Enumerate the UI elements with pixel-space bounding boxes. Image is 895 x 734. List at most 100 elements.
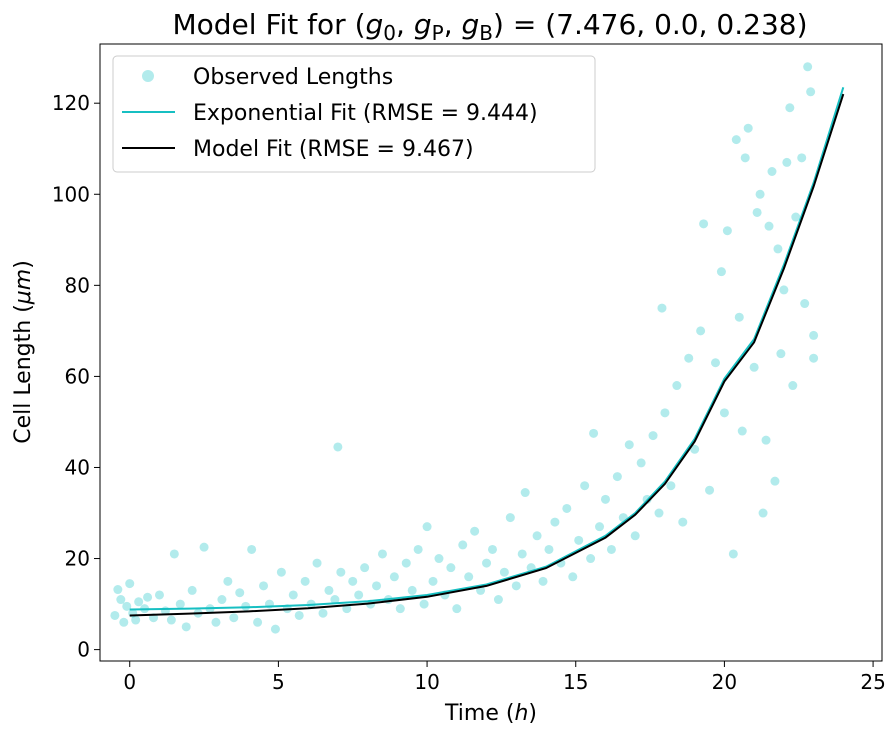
scatter-point	[630, 531, 640, 541]
scatter-point	[580, 481, 590, 491]
scatter-point	[470, 526, 480, 536]
title-gb-sub: B	[479, 21, 493, 45]
scatter-point	[324, 585, 334, 595]
scatter-point	[719, 408, 729, 418]
scatter-point	[348, 576, 358, 586]
scatter-point	[809, 353, 819, 363]
scatter-point	[520, 488, 530, 498]
y-tick-label: 40	[65, 455, 90, 479]
scatter-point	[122, 601, 132, 611]
scatter-point	[538, 576, 548, 586]
scatter-point	[716, 267, 726, 277]
scatter-point	[413, 544, 423, 554]
scatter-point	[389, 572, 399, 582]
scatter-point	[648, 431, 658, 441]
scatter-point	[654, 508, 664, 518]
scatter-point	[743, 123, 753, 133]
scatter-point	[586, 554, 596, 564]
scatter-point	[493, 595, 503, 605]
scatter-point	[517, 549, 527, 559]
scatter-point	[199, 542, 209, 552]
scatter-point	[574, 535, 584, 545]
scatter-point	[401, 558, 411, 568]
scatter-point	[767, 166, 777, 176]
x-tick-label: 0	[123, 670, 136, 694]
scatter-point	[247, 544, 257, 554]
y-tick-label: 120	[52, 91, 90, 115]
title-suffix: ) = (7.476, 0.0, 0.238)	[493, 8, 807, 41]
scatter-point	[395, 604, 405, 614]
scatter-point	[487, 544, 497, 554]
scatter-point	[253, 617, 263, 627]
scatter-point	[797, 153, 807, 163]
scatter-point	[773, 244, 783, 254]
scatter-point	[532, 531, 542, 541]
legend-box	[112, 55, 596, 173]
y-tick-label: 60	[65, 364, 90, 388]
scatter-point	[737, 426, 747, 436]
scatter-point	[377, 549, 387, 559]
scatter-point	[125, 579, 135, 589]
scatter-point	[181, 622, 191, 632]
scatter-point	[666, 481, 676, 491]
plot-area: 0 5 10 15 20 25 0 20 40 60 80 100 120	[52, 43, 886, 694]
scatter-point	[169, 549, 179, 559]
scatter-point	[354, 590, 364, 600]
exponential-fit-line	[129, 87, 845, 611]
scatter-point	[300, 576, 310, 586]
scatter-point	[705, 485, 715, 495]
scatter-point	[749, 362, 759, 372]
scatter-point	[636, 458, 646, 468]
scatter-point	[740, 153, 750, 163]
legend-label-observed: Observed Lengths	[193, 65, 393, 90]
scatter-point	[800, 299, 810, 309]
scatter-point	[710, 358, 720, 368]
scatter-point	[562, 503, 572, 513]
scatter-point	[678, 517, 688, 527]
plot-frame	[99, 43, 883, 662]
scatter-point	[116, 595, 126, 605]
scatter-point	[782, 157, 792, 167]
legend-label-exponential: Exponential Fit (RMSE = 9.444)	[193, 101, 538, 126]
model-fit-line	[129, 93, 845, 617]
scatter-point	[294, 610, 304, 620]
scatter-point	[764, 221, 774, 231]
scatter-point	[318, 608, 328, 618]
scatter-point	[336, 567, 346, 577]
scatter-point	[722, 226, 732, 236]
scatter-point	[229, 613, 239, 623]
scatter-point	[770, 476, 780, 486]
scatter-point	[407, 585, 417, 595]
scatter-point	[568, 572, 578, 582]
scatter-point	[131, 615, 141, 625]
scatter-point	[785, 103, 795, 113]
scatter-point	[422, 522, 432, 532]
scatter-point	[728, 549, 738, 559]
legend-marker-observed	[142, 70, 154, 82]
scatter-point	[235, 588, 245, 598]
scatter-point	[544, 544, 554, 554]
scatter-point	[223, 576, 233, 586]
title-gb-base: g	[462, 8, 480, 41]
scatter-point	[134, 597, 144, 607]
scatter-point	[809, 330, 819, 340]
scatter-point	[464, 572, 474, 582]
scatter-point	[758, 508, 768, 518]
scatter-point	[696, 326, 706, 336]
chart-title: Model Fit for (g0, gP, gB) = (7.476, 0.0…	[172, 8, 807, 45]
scatter-point	[446, 563, 456, 573]
scatter-point	[589, 428, 599, 438]
title-prefix: Model Fit for (	[172, 8, 365, 41]
scatter-point	[333, 442, 343, 452]
x-axis-label: Time (h)	[444, 701, 537, 726]
scatter-point	[270, 624, 280, 634]
scatter-point	[755, 189, 765, 199]
scatter-point	[113, 585, 123, 595]
legend: Observed Lengths Exponential Fit (RMSE =…	[112, 55, 596, 173]
y-tick-label: 80	[65, 273, 90, 297]
y-tick-label: 20	[65, 547, 90, 571]
scatter-point	[803, 62, 813, 72]
title-g0-base: g	[366, 8, 384, 41]
title-gp-base: g	[414, 8, 432, 41]
